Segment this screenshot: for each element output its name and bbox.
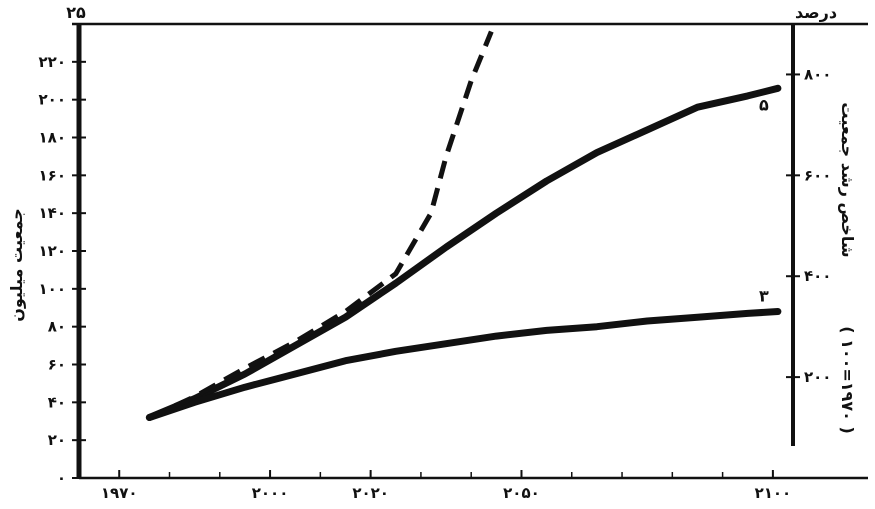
x-tick-label: ۲۱۰۰ xyxy=(755,484,792,502)
right-tick-label: ۴۰۰ xyxy=(804,267,831,285)
series-label: ۳ xyxy=(759,287,769,306)
left-tick-label: ۱۴۰ xyxy=(39,204,66,222)
right-axis-subtitle: ( ۱۰۰=۱۹۷۰ ) xyxy=(838,326,857,434)
corner-right-label: درصد xyxy=(795,3,837,22)
x-tick-label: ۲۰۰۰ xyxy=(252,484,289,502)
x-tick-label: ۱۹۷۰ xyxy=(101,484,138,502)
left-axis-title: جمعیت میلیون xyxy=(7,208,26,322)
series-line-2 xyxy=(145,308,782,421)
left-tick-label: ۴۰ xyxy=(48,393,66,411)
right-axis-title: شاخص رشد جمعیت xyxy=(838,102,857,257)
left-tick-label: ۶۰ xyxy=(48,356,66,374)
right-tick-label: ۸۰۰ xyxy=(804,65,831,83)
series-line-1 xyxy=(145,84,782,421)
corner-left-label: ۲۵ xyxy=(66,3,86,22)
left-tick-label: ۱۲۰ xyxy=(39,242,66,260)
series-layer xyxy=(145,30,782,421)
series-labels: ۵۳ xyxy=(759,95,769,305)
x-tick-label: ۲۰۵۰ xyxy=(503,484,540,502)
left-tick-label: ۲۲۰ xyxy=(39,53,66,71)
dashed-series-line xyxy=(148,30,494,420)
right-tick-label: ۶۰۰ xyxy=(804,166,831,184)
left-tick-label: ۱۰۰ xyxy=(39,280,66,298)
left-tick-label: ۲۰ xyxy=(48,431,66,449)
right-axis-ticks: ۲۰۰ ۴۰۰ ۶۰۰ ۸۰۰ xyxy=(786,65,831,386)
left-tick-label: ۱۶۰ xyxy=(39,166,66,184)
left-tick-label: ۱۸۰ xyxy=(39,129,66,147)
left-tick-label: ۰ xyxy=(57,469,66,487)
x-axis-ticks: ۱۹۷۰ ۲۰۰۰ ۲۰۲۰ ۲۰۵۰ ۲۱۰۰ xyxy=(101,470,791,502)
left-axis-ticks: ۰ ۲۰ ۴۰ ۶۰ ۸۰ ۱۰۰ ۱۲۰ ۱۴۰ ۱۶۰ ۱۸۰ ۲۰۰ ۲۲۰ xyxy=(39,53,86,487)
x-tick-label: ۲۰۲۰ xyxy=(352,484,389,502)
series-label: ۵ xyxy=(759,95,769,114)
left-tick-label: ۸۰ xyxy=(48,318,66,336)
right-tick-label: ۲۰۰ xyxy=(804,368,831,386)
left-tick-label: ۲۰۰ xyxy=(39,91,66,109)
